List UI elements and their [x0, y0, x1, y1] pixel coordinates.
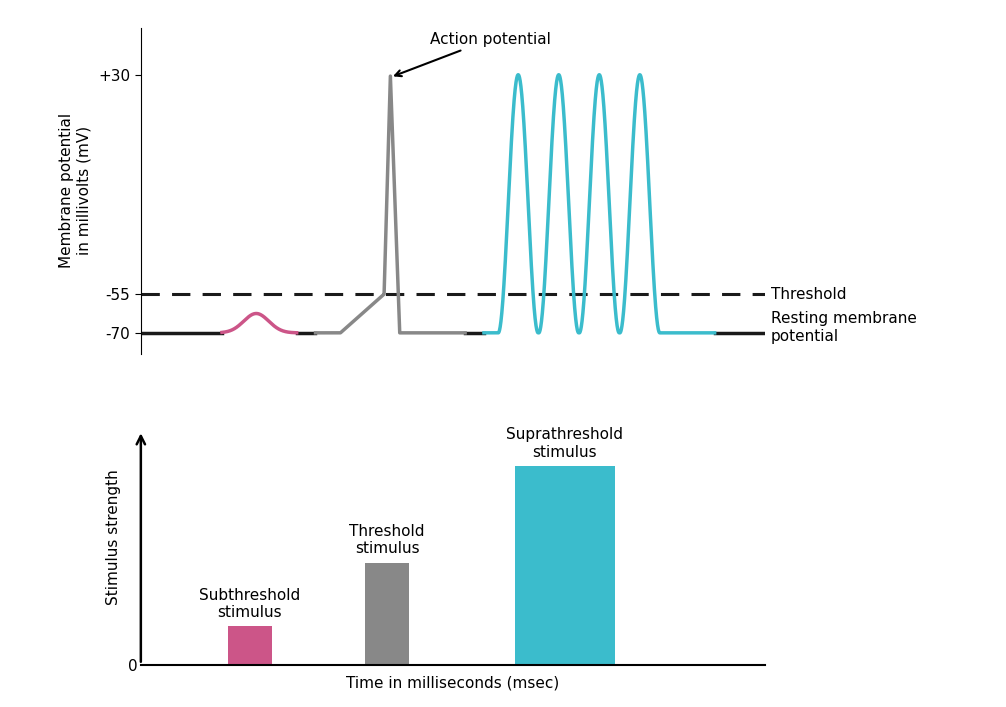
- Bar: [515, 466, 615, 665]
- Text: Suprathreshold
stimulus: Suprathreshold stimulus: [506, 427, 624, 460]
- Text: Subthreshold
stimulus: Subthreshold stimulus: [199, 588, 301, 620]
- Text: Resting membrane
potential: Resting membrane potential: [771, 312, 916, 344]
- X-axis label: Time in milliseconds (msec): Time in milliseconds (msec): [346, 676, 559, 691]
- Y-axis label: Stimulus strength: Stimulus strength: [107, 469, 122, 605]
- Text: Threshold
stimulus: Threshold stimulus: [349, 524, 425, 556]
- Text: Threshold: Threshold: [771, 286, 846, 302]
- Y-axis label: Membrane potential
in millivolts (mV): Membrane potential in millivolts (mV): [59, 113, 92, 269]
- Bar: [228, 626, 272, 665]
- Bar: [365, 563, 409, 665]
- Text: Action potential: Action potential: [395, 32, 550, 76]
